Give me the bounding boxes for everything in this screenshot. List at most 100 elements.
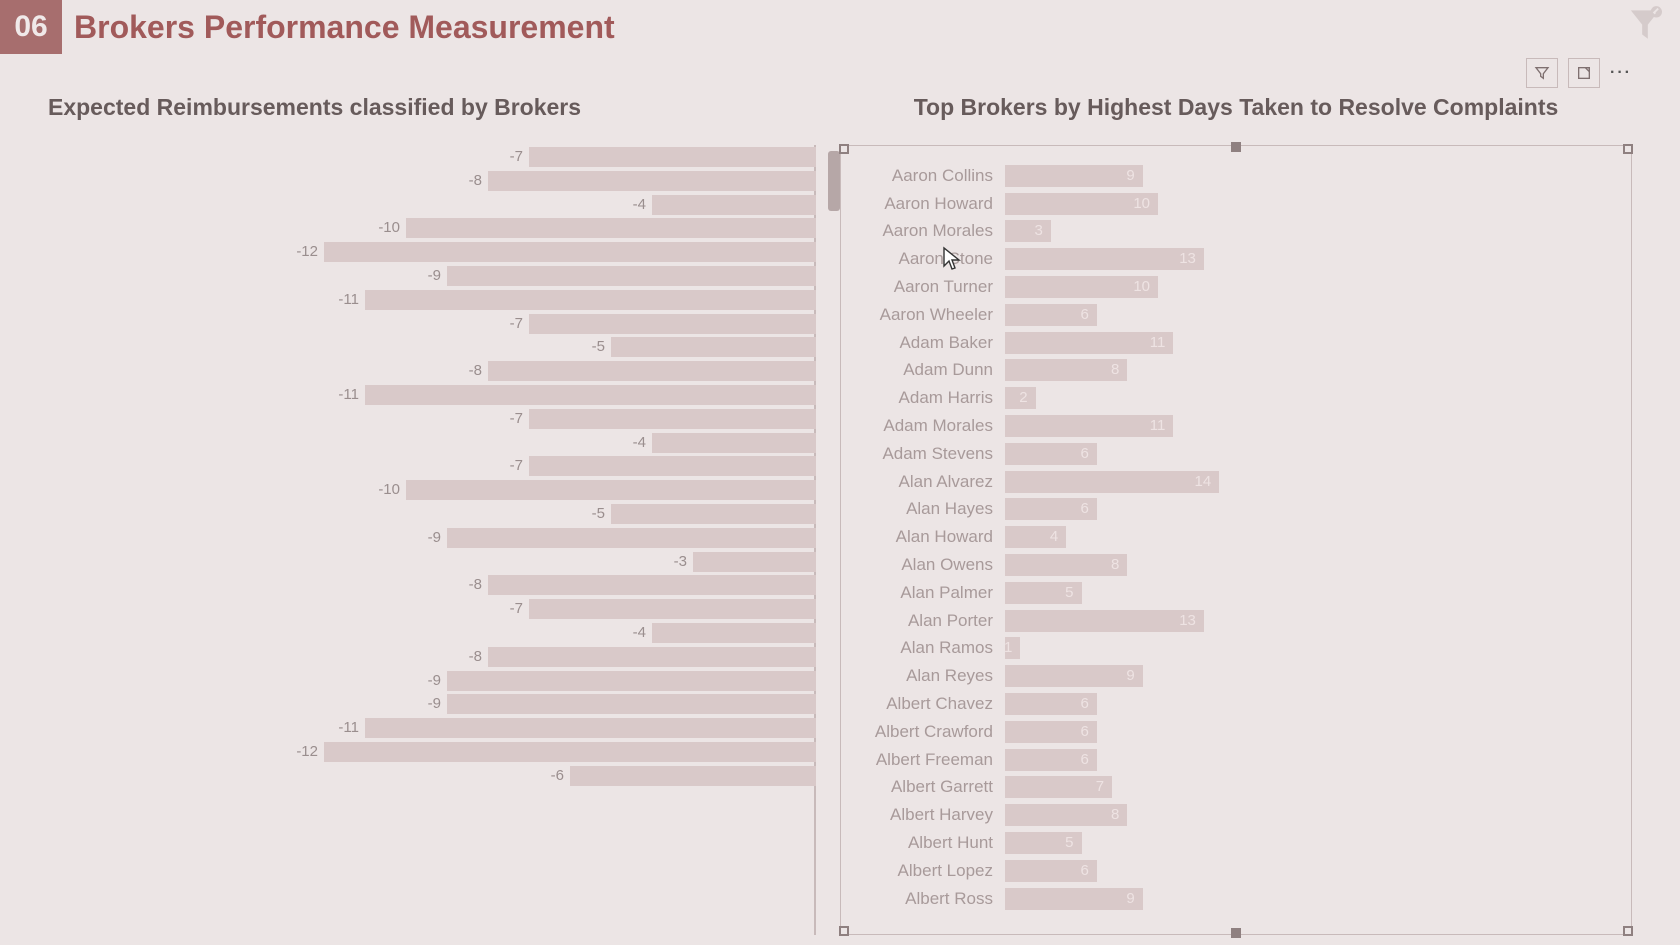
days-bar[interactable]: Adam Morales11 [855, 412, 1617, 440]
days-bar[interactable]: Alan Howard4 [855, 523, 1617, 551]
bar-fill [365, 718, 816, 738]
reimbursements-chart[interactable]: -7-8-4-10-12-9-11-7-5-8-11-7-4-7-10-5-9-… [48, 145, 840, 935]
reimbursement-bar[interactable]: -8 [48, 645, 816, 669]
days-bar[interactable]: Adam Stevens6 [855, 440, 1617, 468]
reimbursement-bar[interactable]: -10 [48, 478, 816, 502]
bar-track: 7 [1005, 776, 1617, 798]
reimbursement-bar[interactable]: -7 [48, 145, 816, 169]
reimbursement-bar[interactable]: -9 [48, 264, 816, 288]
reimbursement-bar[interactable]: -6 [48, 764, 816, 788]
days-bar[interactable]: Aaron Turner10 [855, 273, 1617, 301]
reimbursement-bar[interactable]: -11 [48, 288, 816, 312]
more-options-button[interactable]: ··· [1610, 64, 1632, 82]
bar-fill [693, 552, 816, 572]
days-bar[interactable]: Albert Chavez6 [855, 690, 1617, 718]
bar-fill [529, 147, 816, 167]
days-bar[interactable]: Adam Harris2 [855, 384, 1617, 412]
days-bar[interactable]: Albert Harvey8 [855, 801, 1617, 829]
bar-value: -8 [469, 171, 488, 191]
reimbursement-bar[interactable]: -3 [48, 550, 816, 574]
reimbursement-bar[interactable]: -4 [48, 621, 816, 645]
days-bar[interactable]: Albert Freeman6 [855, 746, 1617, 774]
reimbursement-bar[interactable]: -12 [48, 740, 816, 764]
reimbursement-bar[interactable]: -7 [48, 312, 816, 336]
bar-fill [652, 195, 816, 215]
focus-mode-button[interactable] [1568, 58, 1600, 88]
days-bar[interactable]: Albert Hunt5 [855, 829, 1617, 857]
bar-value: -8 [469, 361, 488, 381]
reimbursement-bar[interactable]: -11 [48, 716, 816, 740]
broker-label: Adam Dunn [855, 360, 1005, 380]
reimbursement-bar[interactable]: -4 [48, 193, 816, 217]
days-bar[interactable]: Aaron Morales3 [855, 218, 1617, 246]
reimbursement-bar[interactable]: -11 [48, 383, 816, 407]
bar-value: -11 [338, 718, 365, 738]
reimbursement-bar[interactable]: -9 [48, 692, 816, 716]
days-bar[interactable]: Albert Lopez6 [855, 857, 1617, 885]
bar-value: -9 [428, 266, 447, 286]
days-bar[interactable]: Alan Owens8 [855, 551, 1617, 579]
bar-value: -12 [296, 742, 324, 762]
days-bar[interactable]: Alan Reyes9 [855, 662, 1617, 690]
reimbursement-bar[interactable]: -8 [48, 359, 816, 383]
days-bar[interactable]: Alan Alvarez14 [855, 468, 1617, 496]
reimbursement-bar[interactable]: -8 [48, 169, 816, 193]
days-bar[interactable]: Aaron Howard10 [855, 190, 1617, 218]
days-bar[interactable]: Aaron Stone13 [855, 245, 1617, 273]
bar-track: 3 [1005, 220, 1617, 242]
broker-label: Albert Lopez [855, 861, 1005, 881]
bar-value: 6 [1080, 498, 1096, 520]
bar-track: 5 [1005, 582, 1617, 604]
bar-value: 9 [1126, 888, 1142, 910]
bar-fill [611, 504, 816, 524]
reimbursement-bar[interactable]: -9 [48, 669, 816, 693]
days-bar[interactable]: Aaron Wheeler6 [855, 301, 1617, 329]
reimbursement-bar[interactable]: -7 [48, 407, 816, 431]
reimbursement-bar[interactable]: -12 [48, 240, 816, 264]
broker-label: Aaron Wheeler [855, 305, 1005, 325]
bar-fill [1005, 415, 1173, 437]
bar-track: 8 [1005, 359, 1617, 381]
scrollbar-thumb[interactable] [828, 151, 840, 211]
days-to-resolve-chart[interactable]: Aaron Collins9Aaron Howard10Aaron Morale… [840, 145, 1632, 935]
bar-value: 11 [1150, 415, 1174, 437]
days-bar[interactable]: Alan Porter13 [855, 607, 1617, 635]
broker-label: Aaron Howard [855, 194, 1005, 214]
page-header: 06 Brokers Performance Measurement [0, 0, 1680, 54]
bar-track: 10 [1005, 193, 1617, 215]
bar-value: 2 [1019, 387, 1035, 409]
bar-fill [324, 742, 816, 762]
days-bar[interactable]: Alan Palmer5 [855, 579, 1617, 607]
reimbursement-bar[interactable]: -7 [48, 597, 816, 621]
bar-value: 5 [1065, 832, 1081, 854]
filter-button[interactable] [1526, 58, 1558, 88]
days-bar[interactable]: Albert Garrett7 [855, 774, 1617, 802]
reimbursement-bar[interactable]: -5 [48, 502, 816, 526]
reimbursement-bar[interactable]: -10 [48, 216, 816, 240]
reimbursement-bar[interactable]: -4 [48, 431, 816, 455]
broker-label: Albert Ross [855, 889, 1005, 909]
reimbursement-bar[interactable]: -7 [48, 454, 816, 478]
bar-value: -11 [338, 290, 365, 310]
reimbursement-bar[interactable]: -8 [48, 573, 816, 597]
days-bar[interactable]: Albert Crawford6 [855, 718, 1617, 746]
bar-fill [406, 480, 816, 500]
days-bar[interactable]: Aaron Collins9 [855, 162, 1617, 190]
bar-fill [1005, 554, 1127, 576]
bar-value: 3 [1035, 220, 1051, 242]
bar-track: 9 [1005, 888, 1617, 910]
filter-icon[interactable] [1628, 6, 1662, 51]
broker-label: Alan Hayes [855, 499, 1005, 519]
days-bar[interactable]: Alan Ramos1 [855, 635, 1617, 663]
days-bar[interactable]: Alan Hayes 6 [855, 496, 1617, 524]
reimbursement-bar[interactable]: -9 [48, 526, 816, 550]
bar-value: 8 [1111, 804, 1127, 826]
bar-track: 13 [1005, 610, 1617, 632]
days-bar[interactable]: Adam Baker11 [855, 329, 1617, 357]
days-bar[interactable]: Adam Dunn8 [855, 357, 1617, 385]
reimbursement-bar[interactable]: -5 [48, 335, 816, 359]
bar-fill [488, 361, 816, 381]
days-bar[interactable]: Albert Ross 9 [855, 885, 1617, 913]
bar-value: -3 [674, 552, 693, 572]
bar-fill [1005, 610, 1204, 632]
